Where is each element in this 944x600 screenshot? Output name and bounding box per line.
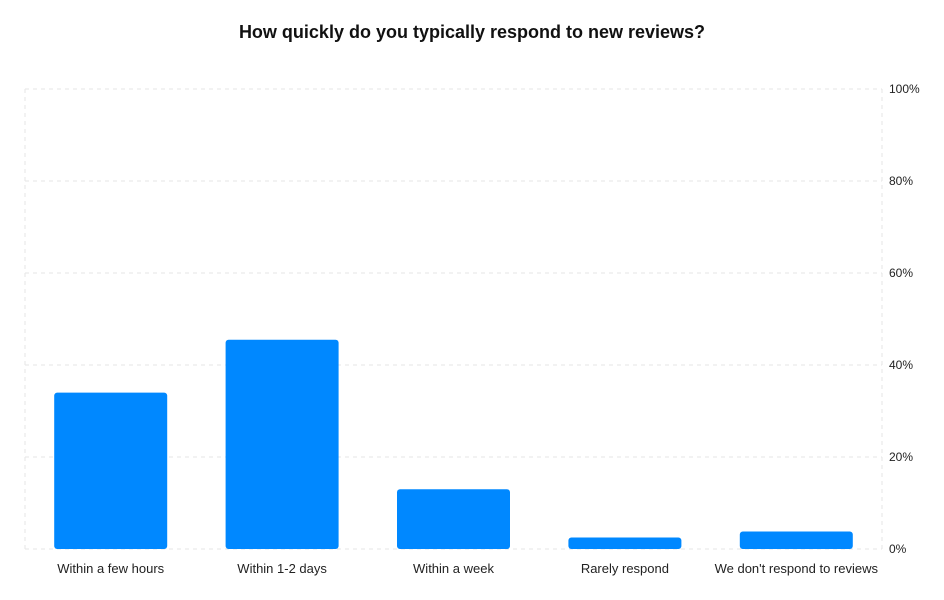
y-tick-label: 40% [889, 358, 913, 372]
bar[interactable] [739, 531, 853, 549]
bar[interactable] [225, 339, 339, 549]
bar[interactable] [568, 537, 682, 550]
x-axis: Within a few hours Within 1-2 days Within … [57, 561, 878, 576]
y-tick-label: 80% [889, 174, 913, 188]
chart-title: How quickly do you typically respond to … [238, 22, 706, 42]
y-tick-label: 0% [889, 542, 907, 556]
bar[interactable] [54, 392, 168, 549]
x-tick-label: Within 1-2 days [237, 561, 327, 576]
y-tick-label: 100% [889, 82, 920, 96]
y-tick-label: 60% [889, 266, 913, 280]
y-tick-label: 20% [889, 450, 913, 464]
grid-layer [24, 88, 883, 550]
x-tick-label: Within a few hours [57, 561, 164, 576]
x-tick-label: We don't respond to reviews [715, 561, 879, 576]
x-tick-label: Rarely respond [581, 561, 669, 576]
x-tick-label: Within a week [413, 561, 494, 576]
bar[interactable] [397, 489, 510, 549]
bar-layer [54, 339, 853, 550]
y-axis: 0% 20% 40% 60% 80% 100% [889, 82, 920, 556]
